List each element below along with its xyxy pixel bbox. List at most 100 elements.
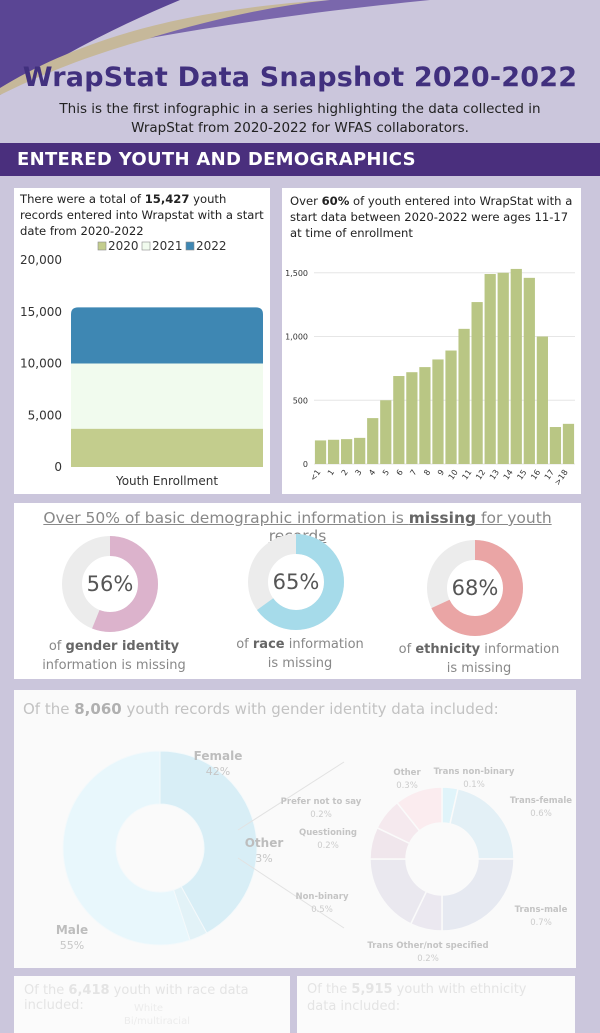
missing-arc [62,536,158,632]
other-pct: 0.2% [417,954,439,964]
age-bar [458,328,470,464]
other-pct: 0.1% [463,780,485,790]
gender-pie-chart: Female 42% Other 3% Male 55% Trans non-binary 0… [56,749,572,964]
age-text: Over 60% of youth entered into WrapStat … [290,194,573,240]
gender-slice-female [159,750,258,934]
age-panel: Over 60% of youth entered into WrapStat … [282,188,581,494]
age-bar [549,427,562,464]
other-label: Trans Other/not specified [367,941,488,951]
enrollment-panel: There were a total of 15,427 youth recor… [14,188,270,494]
x-tick-label: 7 [408,468,418,477]
gender-missing-pct: 56% [87,572,134,596]
y-tick-label: 1,500 [285,269,308,278]
enrollment-total: 15,427 [144,192,190,206]
legend-swatch-2020 [97,241,107,251]
connector-line [237,761,345,831]
x-tick-label: 15 [515,468,528,482]
race-sub-multiracial: Bi/multiracial [124,1016,190,1027]
y-tick-label: 5,000 [28,408,62,422]
y-tick-label: 10,000 [20,357,62,371]
ethnicity-missing-caption: of ethnicity information is missing [398,642,560,676]
gender-label: Male [56,923,88,937]
bar-segment-2020 [71,428,263,467]
age-bar [419,367,431,464]
age-bar [393,376,405,464]
other-pct: 0.7% [530,918,552,928]
bar-segment-2022 [71,307,263,364]
y-tick-label: 15,000 [20,305,62,319]
x-tick-label: 11 [460,468,473,482]
gender-heading: Of the 8,060 youth records with gender i… [23,700,499,718]
gender-pct: 3% [255,852,272,865]
other-pct: 0.3% [396,781,418,791]
age-bar [432,359,444,464]
age-bar [497,272,509,464]
age-bar [367,418,379,464]
other-slice [396,786,443,832]
legend-label-2020: 2020 [108,239,139,253]
enrollment-text: There were a total of 15,427 youth recor… [20,192,264,238]
other-slice [449,787,515,860]
age-bar [354,437,366,464]
age-bar [445,350,457,464]
age-bar [510,268,522,464]
x-tick-label: 3 [353,468,363,477]
legend-label-2022: 2022 [196,239,227,253]
x-tick-label: 4 [367,468,377,477]
age-bar [484,274,496,464]
x-tick-label: <1 [308,468,322,483]
age-bar [471,302,483,464]
ethnicity-heading: Of the 5,915 youth with ethnicity data i… [307,982,527,1014]
x-tick-label: 10 [447,468,460,482]
header-swoosh-decoration [0,0,430,95]
race-sub-white: White [134,1003,164,1014]
legend-swatch-2022 [185,241,195,251]
other-label: Trans-male [515,905,568,915]
x-category-label: Youth Enrollment [115,474,218,488]
other-label: Prefer not to say [281,797,362,807]
y-tick-label: 0 [303,460,308,469]
missing-arc [248,534,344,630]
missing-arc [427,540,523,636]
age-bar [536,336,548,464]
y-tick-label: 500 [293,396,308,405]
other-pct: 0.6% [530,809,552,819]
x-tick-label: 2 [340,468,350,477]
age-pct: 60% [321,194,350,208]
x-tick-label: 13 [488,468,501,482]
gender-label: Other [245,836,284,850]
other-label: Questioning [299,828,357,838]
ethnicity-panel: Of the 5,915 youth with ethnicity data i… [297,976,575,1033]
page-subtitle: This is the first infographic in a serie… [59,101,541,136]
other-slice [441,858,515,932]
gender-pct: 55% [60,939,84,952]
age-bar [380,400,392,464]
other-pct: 0.5% [311,905,333,915]
race-missing-caption: of race information is missing [236,637,364,671]
gender-slice-male [62,750,191,946]
other-pct: 0.2% [310,810,332,820]
race-heading: Of the 6,418 youth with race data includ… [24,983,249,1013]
y-tick-label: 0 [54,460,62,474]
y-tick-label: 20,000 [20,253,62,267]
race-missing-pct: 65% [273,570,320,594]
enrollment-chart: 2020 2021 2022 20,000 15,000 10,000 5,000 0 Yout… [20,239,263,488]
section-title: ENTERED YOUTH AND DEMOGRAPHICS [17,149,416,170]
age-bar [562,423,575,464]
x-tick-label: 16 [529,468,542,482]
other-label: Trans-female [510,796,572,806]
x-tick-label: >18 [553,468,570,487]
x-tick-label: 12 [474,468,487,482]
gender-label: Female [194,749,243,763]
missing-panel: Over 50% of basic demographic informatio… [14,503,581,679]
age-bar [314,440,327,464]
race-missing-donut: 65% [248,534,344,630]
age-bar [523,277,535,464]
x-tick-label: 8 [422,468,432,477]
x-tick-label: 5 [381,468,391,477]
age-bar [327,439,340,464]
y-tick-label: 1,000 [285,333,308,342]
page-title: WrapStat Data Snapshot 2020-2022 [22,62,578,93]
x-tick-label: 14 [502,468,515,482]
age-bar [406,372,418,464]
